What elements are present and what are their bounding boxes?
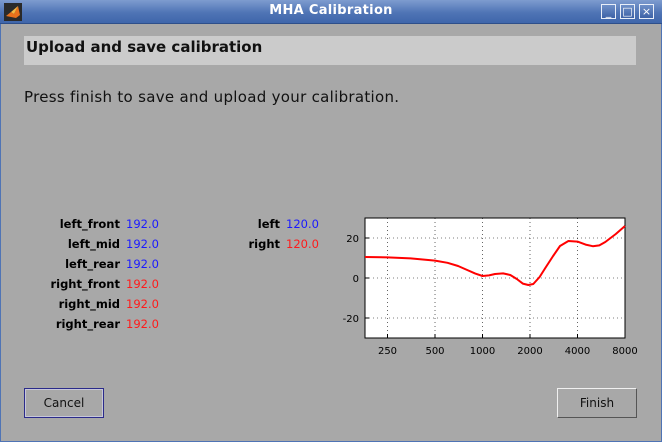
param-label: right_rear	[55, 317, 120, 331]
matlab-logo-icon	[4, 3, 22, 21]
param-value: 120.0	[286, 217, 319, 231]
x-tick-label: 8000	[612, 346, 637, 357]
chart-grid	[365, 218, 625, 338]
finish-button[interactable]: Finish	[557, 388, 637, 418]
param-value: 120.0	[286, 237, 319, 251]
page-title: Upload and save calibration	[26, 38, 263, 56]
param-value: 192.0	[126, 317, 159, 331]
y-tick-label: -20	[343, 314, 359, 325]
chart-ticks: 250 500 1000 2000 4000 8000 20 0 -20	[343, 234, 638, 357]
param-value: 192.0	[126, 297, 159, 311]
calibration-chart: 250 500 1000 2000 4000 8000 20 0 -20	[343, 217, 638, 357]
x-tick-label: 250	[378, 346, 397, 357]
cancel-button[interactable]: Cancel	[24, 388, 104, 418]
maximize-icon[interactable]: □	[620, 4, 635, 19]
y-tick-label: 20	[346, 234, 359, 245]
x-tick-label: 2000	[517, 346, 542, 357]
param-value: 192.0	[126, 217, 159, 231]
param-label: left_mid	[67, 237, 120, 251]
chart-series	[364, 225, 626, 286]
param-label: right	[248, 237, 280, 251]
y-tick-label: 0	[353, 274, 359, 285]
param-value: 192.0	[126, 257, 159, 271]
param-label: left_rear	[65, 257, 120, 271]
x-tick-label: 4000	[565, 346, 590, 357]
window-title: MHA Calibration	[269, 3, 393, 18]
param-label: left	[257, 217, 280, 231]
param-value: 192.0	[126, 237, 159, 251]
param-value: 192.0	[126, 277, 159, 291]
page-header: Upload and save calibration	[24, 36, 636, 65]
minimize-icon[interactable]: _	[601, 4, 616, 19]
instruction-text: Press finish to save and upload your cal…	[24, 88, 400, 106]
title-bar[interactable]: MHA Calibration _ □ ×	[0, 0, 662, 24]
x-tick-label: 1000	[470, 346, 495, 357]
param-label: right_mid	[58, 297, 120, 311]
param-label: left_front	[59, 217, 120, 231]
close-icon[interactable]: ×	[639, 4, 654, 19]
param-label: right_front	[50, 277, 120, 291]
x-tick-label: 500	[425, 346, 444, 357]
series-line	[364, 225, 626, 286]
